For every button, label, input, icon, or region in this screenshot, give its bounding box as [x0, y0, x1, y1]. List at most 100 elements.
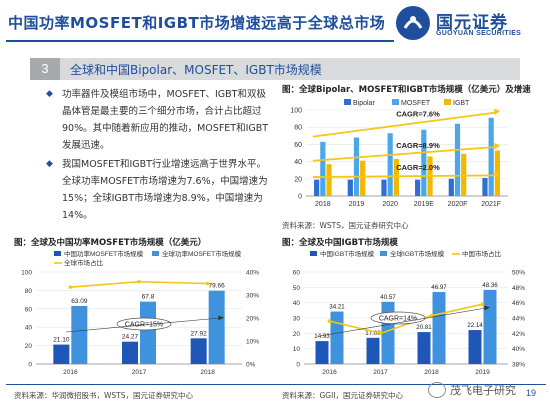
y-tick-label: 10 — [293, 346, 301, 353]
chart3-source: 资料来源：GGII，国元证券研究中心 — [282, 391, 404, 400]
x-tick-label: 2016 — [63, 369, 78, 376]
diamond-bullet-icon: ◆ — [46, 89, 53, 99]
bullet-text: 我国MOSFET和IGBT行业增速远高于世界水平。全球功率MOSFET市场增速为… — [62, 159, 268, 221]
trend-arrow-head — [494, 142, 501, 150]
legend-swatch — [310, 251, 317, 256]
section-title: 全球和中国Bipolar、MOSFET、IGBT市场规模 — [70, 63, 322, 77]
y-tick-label: 0 — [296, 362, 300, 369]
y-tick-label: 80 — [25, 288, 33, 295]
legend-label: IGBT — [453, 100, 470, 107]
cagr-ellipse — [116, 317, 172, 331]
x-tick-label: 2019 — [349, 201, 365, 208]
y2-tick-label: 40% — [512, 346, 525, 353]
cagr-annotation: CAGR=2.0% — [396, 163, 440, 172]
data-label: 21.10 — [53, 337, 70, 344]
legend-swatch — [54, 251, 61, 256]
y2-tick-label: 20% — [246, 316, 259, 323]
share-point — [205, 281, 210, 286]
section-number: 3 — [30, 58, 60, 80]
data-label: 20.81 — [416, 324, 432, 331]
data-label: 14.93 — [314, 333, 330, 340]
legend-label: 中国功率MOSFET市场规模 — [64, 249, 144, 258]
data-label: 48.36 — [482, 282, 498, 289]
data-label: 79.66 — [209, 283, 226, 290]
bar-global — [140, 301, 156, 364]
data-label: 46.97 — [431, 284, 447, 291]
x-tick-label: 2018 — [315, 201, 331, 208]
bar-bipolar — [314, 179, 320, 196]
chart2-source: 资料来源：华润微招股书，WSTS，国元证券研究中心 — [14, 391, 194, 400]
bar-china — [417, 332, 431, 364]
y-tick-label: 60 — [25, 306, 33, 313]
watermark: 茂飞电子研究 — [428, 380, 548, 400]
y-tick-label: 20 — [25, 343, 33, 350]
y-tick-label: 20 — [293, 331, 301, 338]
bar-bipolar — [482, 177, 488, 196]
legend-label: Bipolar — [353, 100, 375, 107]
y2-tick-label: 42% — [512, 331, 525, 338]
bar-igbt — [360, 160, 366, 196]
trend-arrow-line — [312, 111, 496, 138]
share-line — [329, 303, 483, 335]
data-label: 24.27 — [122, 334, 139, 341]
bullet-list: ◆ 功率器件及模组市场中，MOSFET、IGBT和双极晶体管是最主要的三个细分市… — [44, 86, 270, 226]
data-label: 63.09 — [71, 298, 88, 305]
legend-swatch — [444, 99, 451, 105]
bar-igbt — [326, 164, 332, 196]
bar-global — [483, 289, 497, 364]
chart1-title: 图：全球Bipolar、MOSFET和IGBT市场规模（亿美元）及增速 — [282, 85, 531, 95]
legend-swatch — [380, 251, 387, 256]
header-divider — [6, 40, 394, 42]
bullet-text: 功率器件及模组市场中，MOSFET、IGBT和双极晶体管是最主要的三个细分市场，… — [62, 89, 269, 151]
bar-global — [71, 305, 88, 364]
bar-igbt — [393, 159, 399, 196]
x-tick-label: 2018 — [200, 369, 215, 376]
x-tick-label: 2018 — [424, 369, 439, 376]
bar-bipolar — [347, 179, 353, 196]
diamond-bullet-icon: ◆ — [46, 159, 53, 169]
bullet-item: ◆ 我国MOSFET和IGBT行业增速远高于世界水平。全球功率MOSFET市场增… — [44, 156, 270, 224]
bar-bipolar — [448, 178, 454, 196]
cagr-arrow-head — [484, 305, 490, 311]
legend-swatch — [152, 251, 159, 256]
logo-text-cn: 国元证券 — [436, 13, 508, 33]
bar-china — [190, 338, 207, 364]
y2-tick-label: 44% — [512, 316, 525, 323]
y-tick-label: 40 — [25, 325, 33, 332]
legend-label: MOSFET — [401, 100, 431, 107]
x-tick-label: 2019E — [414, 201, 435, 208]
bar-china — [53, 344, 70, 364]
share-point — [327, 319, 332, 323]
footer-divider — [6, 384, 546, 385]
share-point — [429, 313, 434, 318]
x-tick-label: 2019 — [475, 369, 490, 376]
y2-tick-label: 50% — [512, 270, 525, 277]
bar-mosfet — [421, 129, 427, 196]
x-tick-label: 2020 — [382, 201, 398, 208]
data-label: 22.14 — [467, 322, 483, 329]
bar-china — [122, 341, 138, 364]
legend-label: 全球功率MOSFET市场规模 — [162, 249, 242, 258]
data-label: 34.21 — [329, 304, 345, 311]
bar-china — [366, 337, 380, 364]
wechat-icon — [428, 382, 446, 398]
y-tick-label: 40 — [294, 159, 302, 166]
y-tick-label: 0 — [28, 362, 32, 369]
cagr-annotation: CAGR=7.6% — [396, 110, 440, 119]
bar-china — [315, 341, 329, 364]
chart1-source: 资料来源：WSTS，国元证券研究中心 — [282, 221, 409, 230]
legend-label: 全球IGBT市场规模 — [390, 249, 445, 258]
x-tick-label: 2017 — [132, 369, 147, 376]
y-tick-label: 40 — [293, 300, 301, 307]
legend-label: 中国IGBT市场规模 — [320, 249, 375, 258]
x-tick-label: 2020F — [448, 201, 468, 208]
y2-tick-label: 46% — [512, 300, 525, 307]
bar-global — [330, 311, 344, 364]
share-point — [68, 285, 73, 289]
bar-mosfet — [488, 117, 494, 196]
y-tick-label: 80 — [294, 125, 302, 132]
bar-mosfet — [320, 141, 326, 196]
bar-global — [432, 291, 446, 364]
page-title: 中国功率MOSFET和IGBT市场增速远高于全球总市场 — [8, 14, 386, 32]
